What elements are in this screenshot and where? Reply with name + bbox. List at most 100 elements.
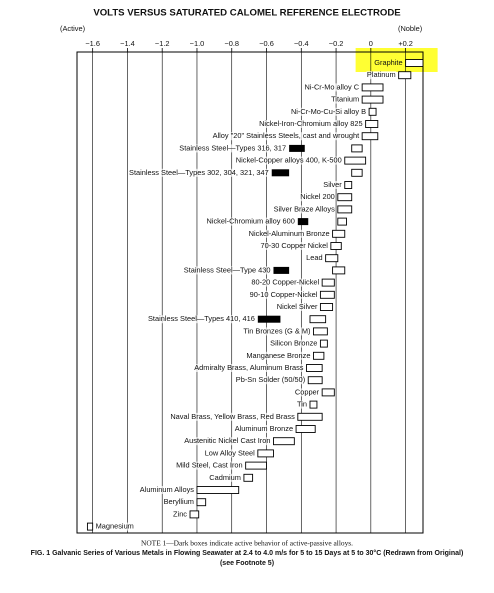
label-bg xyxy=(163,498,195,507)
metal-label: Copper xyxy=(295,387,320,396)
note: NOTE 1—Dark boxes indicate active behavi… xyxy=(141,539,353,548)
metal-label: Nickel 200 xyxy=(300,192,335,201)
active-bar xyxy=(257,315,281,323)
metal-label: Admiralty Brass, Aluminum Brass xyxy=(194,363,304,372)
range-bar xyxy=(257,449,274,458)
metal-label: 80-20 Copper-Nickel xyxy=(251,278,319,287)
metal-label: Lead xyxy=(306,253,322,262)
label-bg xyxy=(305,254,324,263)
range-bar xyxy=(337,205,353,214)
metal-label: Cadmium xyxy=(209,473,241,482)
label-bg xyxy=(242,327,311,336)
metal-label: 90-10 Copper-Nickel xyxy=(250,290,318,299)
x-tick-label: −0.8 xyxy=(224,39,239,48)
metal-label: Stainless Steel—Type 430 xyxy=(184,265,271,274)
label-bg xyxy=(139,486,195,494)
label-bg xyxy=(245,351,311,360)
x-tick-label: −1.2 xyxy=(155,39,170,48)
label-bg xyxy=(208,473,242,482)
range-bar xyxy=(361,132,379,141)
range-bar xyxy=(351,168,363,177)
range-bar xyxy=(309,315,327,324)
range-bar xyxy=(319,290,335,299)
metal-label: Nickel-Chromium alloy 600 xyxy=(207,217,295,226)
metal-label: Magnesium xyxy=(96,522,134,531)
range-bar xyxy=(405,59,424,67)
label-bg xyxy=(290,107,367,116)
range-bar xyxy=(245,461,267,470)
x-tick-label: −0.2 xyxy=(329,39,344,48)
metal-label: Graphite xyxy=(374,58,402,67)
label-bg xyxy=(296,400,308,409)
label-bg xyxy=(258,120,364,128)
range-bar xyxy=(351,144,363,153)
metal-label: Pb-Sn Solder (50/50) xyxy=(236,375,305,384)
metal-label: Zinc xyxy=(173,509,187,518)
range-bar xyxy=(344,181,353,189)
range-bar xyxy=(86,522,94,531)
label-bg xyxy=(234,425,294,433)
label-bg xyxy=(294,388,320,397)
x-tick-label: −0.6 xyxy=(259,39,274,48)
range-bar xyxy=(325,254,339,263)
label-bg xyxy=(366,71,397,80)
range-bar xyxy=(321,278,335,287)
range-bar xyxy=(319,339,328,348)
metal-label: Low Alloy Steel xyxy=(205,448,255,457)
label-bg xyxy=(259,242,329,250)
metal-label: Stainless Steel—Types 316, 317 xyxy=(179,143,286,152)
metal-label: Beryllium xyxy=(164,497,194,506)
metal-label: Tin Bronzes (G & M) xyxy=(243,326,310,335)
label-bg xyxy=(248,229,331,238)
label-bg xyxy=(128,168,270,177)
label-bg xyxy=(322,181,343,189)
label-bg xyxy=(178,144,287,153)
range-bar xyxy=(313,327,328,336)
range-bar xyxy=(307,376,323,385)
label-bg xyxy=(175,461,244,470)
range-bar xyxy=(332,266,346,275)
metal-label: Ni-Cr-Mo-Cu-Si alloy B xyxy=(291,107,366,116)
range-bar xyxy=(306,364,323,372)
label-bg xyxy=(269,339,318,348)
label-bg xyxy=(276,303,318,311)
metal-label: Austenitic Nickel Cast Iron xyxy=(184,436,270,445)
metal-label: Silicon Bronze xyxy=(270,339,317,348)
range-bar xyxy=(368,107,377,116)
range-bar xyxy=(273,437,295,446)
range-bar xyxy=(309,400,318,409)
label-bg xyxy=(299,193,336,202)
label-bg xyxy=(147,315,256,324)
metal-label: Titanium xyxy=(331,95,359,104)
metal-label: Nickel-Copper alloys 400, K-500 xyxy=(236,156,342,165)
range-bar xyxy=(321,388,335,397)
range-bar xyxy=(313,351,325,360)
label-bg xyxy=(169,412,296,421)
x-tick-label: −1.0 xyxy=(190,39,205,48)
label-bg xyxy=(273,205,336,214)
label-bg xyxy=(330,95,360,104)
active-bar xyxy=(271,169,290,177)
metal-label: Silver xyxy=(323,180,342,189)
range-bar xyxy=(243,473,254,482)
range-bar xyxy=(196,486,240,494)
range-bar xyxy=(297,412,323,421)
metal-label: Stainless Steel—Types 410, 416 xyxy=(148,314,255,323)
metal-label: Stainless Steel—Types 302, 304, 321, 347 xyxy=(129,168,269,177)
x-tick-label: −1.6 xyxy=(85,39,100,48)
active-bar xyxy=(297,218,309,226)
x-tick-label: +0.2 xyxy=(398,39,413,48)
label-bg xyxy=(204,449,256,458)
chart-title: VOLTS VERSUS SATURATED CALOMEL REFERENCE… xyxy=(93,8,401,19)
active-bar xyxy=(273,266,290,274)
label-bg xyxy=(193,364,305,372)
range-bar xyxy=(196,498,207,507)
x-tick-label: −1.4 xyxy=(120,39,135,48)
range-bar xyxy=(189,510,200,519)
range-bar xyxy=(344,156,367,165)
label-bg xyxy=(95,522,135,531)
label-bg xyxy=(249,290,318,299)
label-bg xyxy=(304,83,360,92)
metal-label: Nickel Silver xyxy=(277,302,318,311)
